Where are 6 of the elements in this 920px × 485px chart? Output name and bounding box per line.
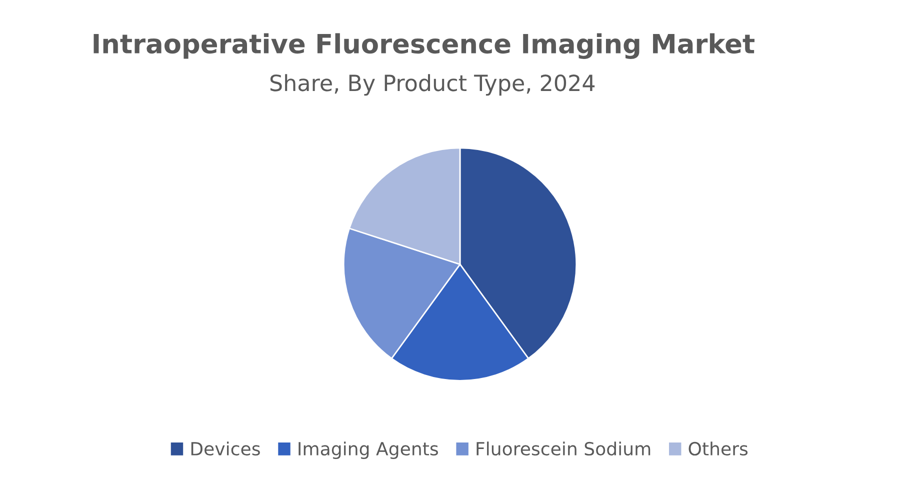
- legend-label: Others: [688, 442, 748, 456]
- chart-subtitle: Share, By Product Type, 2024: [270, 74, 595, 96]
- legend-label: Fluorescein Sodium: [476, 442, 650, 456]
- legend-label: Devices: [191, 442, 260, 456]
- legend-label: Imaging Agents: [298, 442, 438, 460]
- chart-title: Intraoperative Fluorescence Imaging Market: [94, 33, 754, 59]
